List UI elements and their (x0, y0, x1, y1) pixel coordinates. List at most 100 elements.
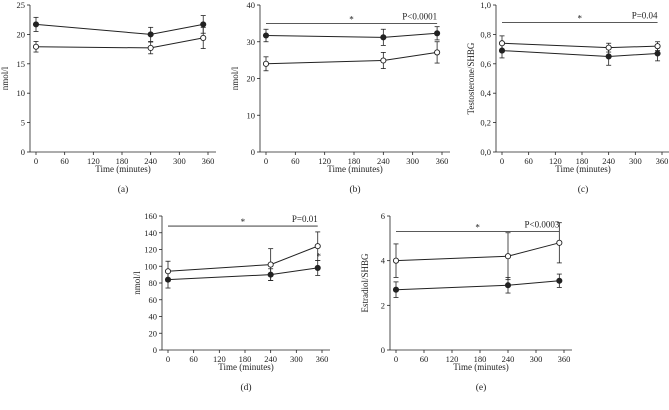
p-value-label: P<0.0003 (524, 220, 559, 230)
y-tick-label: 0 (251, 147, 255, 157)
y-tick-label: 120 (144, 245, 157, 255)
x-axis-label: Time (minutes) (327, 164, 382, 174)
y-tick-label: 10 (17, 88, 26, 98)
x-tick-label: 180 (239, 354, 252, 364)
y-tick-label: 20 (149, 328, 158, 338)
panel-caption: (e) (476, 382, 487, 393)
x-tick-label: 180 (576, 156, 589, 166)
data-point-open (314, 243, 321, 250)
y-tick-label: 100 (144, 261, 157, 271)
y-tick-label: 0 (381, 345, 385, 355)
x-tick-label: 0 (500, 156, 504, 166)
series-line-open (167, 245, 318, 272)
y-tick-label: 30 (247, 37, 256, 47)
significance-star: * (475, 223, 480, 233)
x-tick-label: 180 (474, 354, 487, 364)
data-point-filled (262, 32, 270, 39)
y-tick-label: 0,6 (480, 59, 491, 69)
y-tick-label: 20 (17, 29, 26, 39)
x-tick-label: 360 (202, 156, 215, 166)
x-tick-label: 300 (290, 354, 303, 364)
significance-star: * (578, 14, 583, 24)
y-tick-label: 1,0 (480, 0, 491, 10)
x-tick-label: 60 (60, 156, 69, 166)
x-tick-label: 60 (291, 156, 300, 166)
y-tick-label: 40 (247, 0, 256, 10)
data-point-filled (380, 34, 387, 41)
p-value-label: P=0.01 (292, 214, 318, 224)
y-tick-label: 0 (21, 147, 25, 157)
panel-caption: (b) (349, 184, 360, 195)
x-tick-label: 300 (406, 156, 419, 166)
x-tick-label: 120 (549, 156, 562, 166)
y-tick-label: 0,0 (480, 147, 491, 157)
data-point-open (164, 268, 172, 275)
data-point-open (434, 49, 441, 56)
x-tick-label: 120 (446, 354, 459, 364)
x-tick-label: 360 (558, 354, 571, 364)
y-tick-label: 4 (381, 256, 386, 266)
significance-star: * (349, 14, 354, 24)
significance-star: * (241, 217, 246, 227)
x-axis-label: Time (minutes) (453, 362, 508, 372)
x-tick-label: 120 (213, 354, 226, 364)
x-tick-label: 60 (524, 156, 533, 166)
panel-caption: (a) (118, 184, 129, 195)
x-tick-label: 180 (348, 156, 361, 166)
x-tick-label: 360 (656, 156, 669, 166)
y-tick-label: 6 (381, 211, 385, 221)
series-line-filled (265, 32, 438, 38)
series-line-filled (35, 23, 204, 35)
data-point-filled (200, 21, 207, 28)
data-point-open (504, 253, 512, 260)
x-tick-label: 120 (318, 156, 331, 166)
series-line-open (265, 51, 438, 65)
x-tick-label: 300 (530, 354, 543, 364)
data-point-open (392, 257, 400, 264)
x-tick-label: 0 (166, 354, 170, 364)
data-point-filled (392, 286, 400, 293)
data-point-open (380, 57, 387, 64)
data-point-open (262, 60, 270, 67)
series-line-filled (501, 50, 658, 57)
data-point-open (32, 43, 40, 50)
y-axis-label: nmol/l (0, 66, 10, 90)
y-axis-label: Testosterone/SHBG (466, 42, 476, 114)
data-point-open (200, 34, 207, 41)
y-tick-label: 10 (247, 110, 256, 120)
data-point-filled (504, 282, 512, 289)
panel-b: 0 10 20 30 40 0 60 120 180 240 300 360 Time (minutes… (230, 0, 450, 195)
x-axis-label: Time (minutes) (555, 164, 610, 174)
x-tick-label: 180 (116, 156, 129, 166)
panel-caption: (c) (578, 184, 589, 195)
series-line-open (501, 42, 658, 49)
y-tick-label: 160 (144, 211, 157, 221)
y-tick-label: 5 (21, 118, 25, 128)
y-tick-label: 25 (17, 0, 26, 10)
panel-a: 0 5 10 15 20 25 0 60 120 180 240 300 360 Time (minute… (0, 0, 216, 195)
y-tick-label: 0,4 (480, 88, 491, 98)
y-tick-label: 140 (144, 228, 157, 238)
data-point-filled (434, 30, 441, 37)
y-tick-label: 0,8 (480, 29, 491, 39)
x-tick-label: 120 (87, 156, 100, 166)
panel-c: 0,0 0,2 0,4 0,6 0,8 1,0 0 60 120 180 240 300 360 Time… (466, 0, 669, 195)
y-tick-label: 2 (381, 300, 385, 310)
y-tick-label: 15 (17, 59, 26, 69)
data-point-filled (654, 50, 661, 57)
x-tick-label: 0 (34, 156, 38, 166)
y-tick-label: 40 (149, 312, 158, 322)
series-line-open (395, 242, 560, 262)
y-axis-label: nmol/l (230, 66, 240, 90)
y-tick-label: 80 (149, 278, 158, 288)
series-line-open (35, 37, 204, 49)
y-tick-label: 0,2 (480, 118, 491, 128)
data-point-filled (556, 277, 563, 284)
x-tick-label: 240 (377, 156, 390, 166)
p-value-label: P=0.04 (632, 11, 658, 21)
x-tick-label: 0 (264, 156, 268, 166)
x-axis-label: Time (minutes) (218, 362, 273, 372)
y-axis-label: Estradiol/SHBG (360, 253, 370, 313)
